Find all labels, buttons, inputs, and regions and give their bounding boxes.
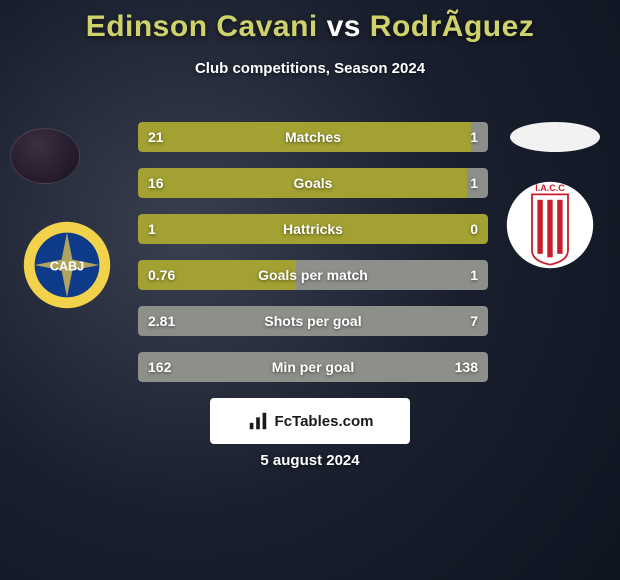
stat-value-right: 138 [455,359,478,375]
title-player1: Edinson Cavani [86,10,318,43]
stat-value-right: 0 [470,221,478,237]
subtitle: Club competitions, Season 2024 [0,60,620,77]
stat-label: Min per goal [138,359,488,375]
comparison-card: Edinson Cavani vs RodrÃ­guez Club compet… [0,0,620,580]
stat-label: Matches [138,129,488,145]
instituto-crest-icon: I.A.C.C [505,180,595,270]
stat-row: 0.76Goals per match1 [138,260,488,290]
stat-row: 162Min per goal138 [138,352,488,382]
stat-row: 1Hattricks0 [138,214,488,244]
page-title: Edinson Cavani vs RodrÃ­guez [0,10,620,44]
stat-value-right: 1 [470,129,478,145]
brand-text: FcTables.com [275,413,374,430]
stats-list: 21Matches116Goals11Hattricks00.76Goals p… [138,122,488,382]
stat-label: Shots per goal [138,313,488,329]
stat-row: 2.81Shots per goal7 [138,306,488,336]
stat-row: 16Goals1 [138,168,488,198]
title-player2: RodrÃ­guez [370,10,535,43]
svg-text:CABJ: CABJ [50,259,84,273]
player2-club-crest: I.A.C.C [505,180,595,270]
stat-row: 21Matches1 [138,122,488,152]
stat-value-right: 1 [470,267,478,283]
fctables-logo-icon [247,410,269,432]
player1-club-crest: CABJ [22,220,112,310]
player1-avatar [10,128,80,184]
stat-label: Goals [138,175,488,191]
svg-text:I.A.C.C: I.A.C.C [535,183,565,193]
title-vs: vs [327,10,370,43]
stat-value-right: 1 [470,175,478,191]
brand-badge[interactable]: FcTables.com [210,398,410,444]
stat-label: Goals per match [138,267,488,283]
boca-crest-icon: CABJ [22,220,112,310]
stat-label: Hattricks [138,221,488,237]
date-label: 5 august 2024 [0,452,620,469]
player2-avatar [510,122,600,152]
stat-value-right: 7 [470,313,478,329]
